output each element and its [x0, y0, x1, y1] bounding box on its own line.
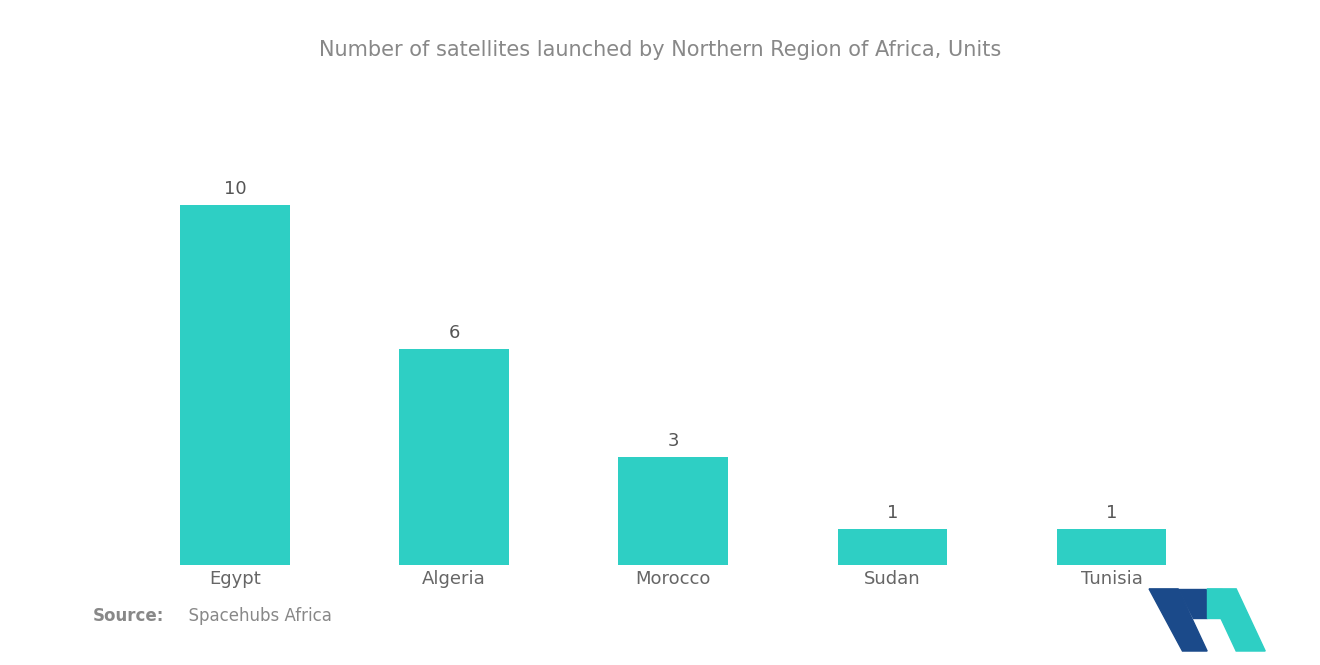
- Bar: [180, 205, 289, 565]
- Bar: [838, 529, 948, 565]
- Polygon shape: [1148, 589, 1206, 651]
- Polygon shape: [1206, 589, 1265, 651]
- Polygon shape: [1206, 589, 1222, 618]
- Text: Source:: Source:: [92, 607, 164, 625]
- Bar: [618, 458, 729, 565]
- Text: Number of satellites launched by Northern Region of Africa, Units: Number of satellites launched by Norther…: [319, 40, 1001, 60]
- Text: 6: 6: [449, 324, 459, 342]
- Text: Spacehubs Africa: Spacehubs Africa: [178, 607, 333, 625]
- Text: 10: 10: [223, 180, 246, 198]
- Polygon shape: [1177, 589, 1206, 618]
- Text: 1: 1: [1106, 504, 1117, 522]
- Bar: [399, 349, 508, 565]
- Bar: [1057, 529, 1167, 565]
- Text: 1: 1: [887, 504, 898, 522]
- Text: 3: 3: [668, 432, 678, 450]
